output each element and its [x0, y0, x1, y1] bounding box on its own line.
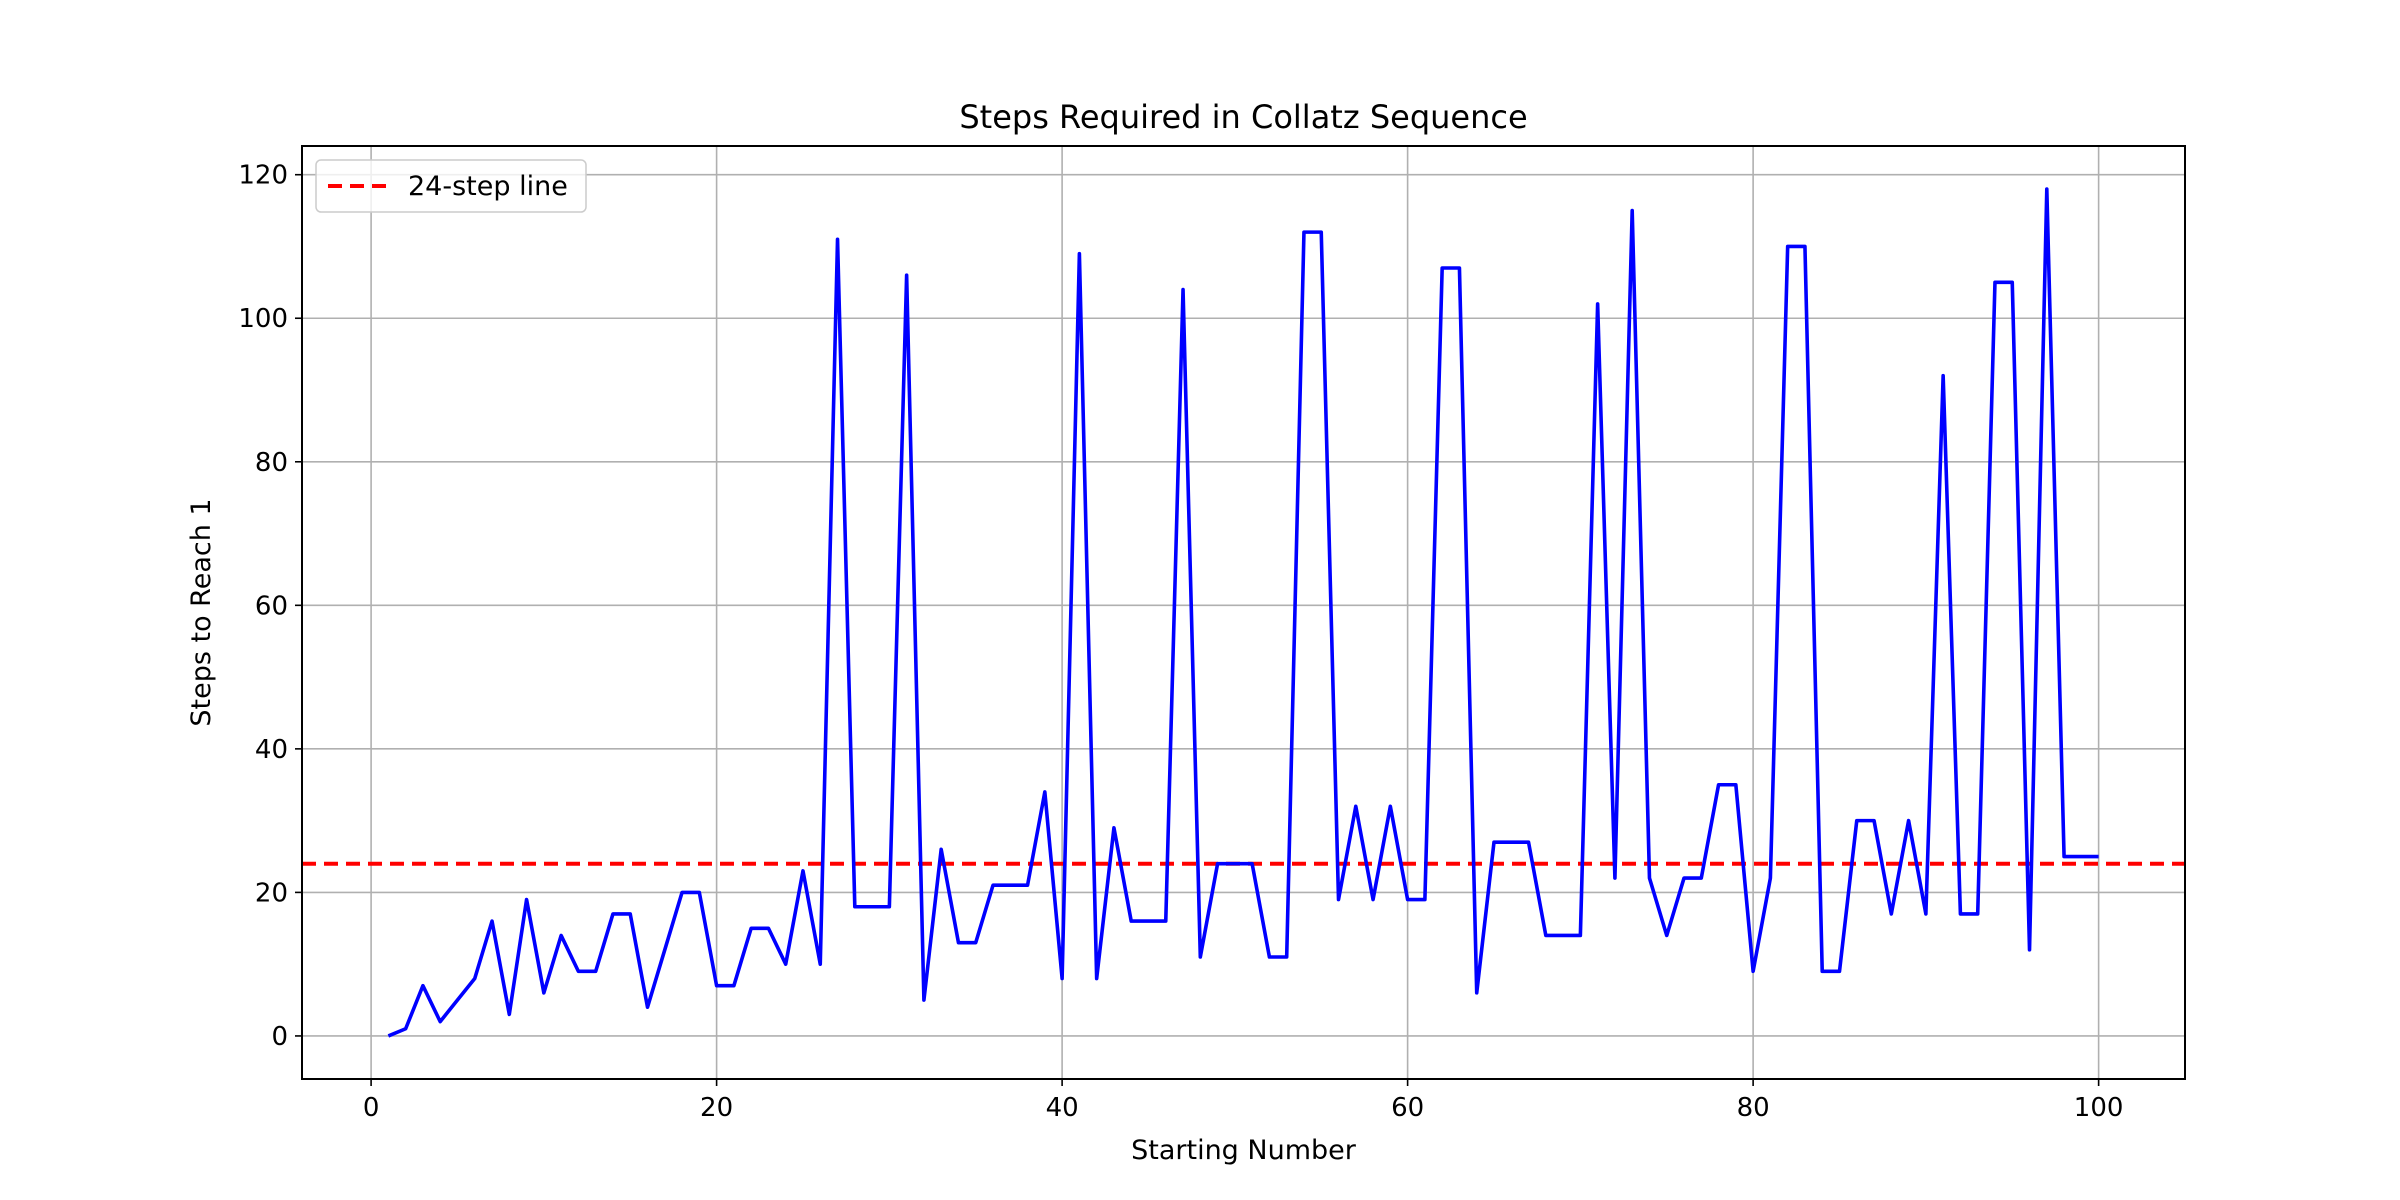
legend-box	[315, 159, 587, 213]
series-layer	[387, 187, 2099, 1038]
x-tick-label: 20	[700, 1093, 733, 1123]
x-axis-ticks: 0 20 40 60 80 100	[363, 1079, 2124, 1123]
x-axis-title: Starting Number	[1131, 1135, 1357, 1166]
series-line-steps	[387, 187, 2099, 1038]
y-tick-label: 20	[255, 878, 288, 908]
x-tick-label: 100	[2074, 1093, 2124, 1123]
x-tick-label: 0	[363, 1093, 380, 1123]
y-axis-ticks: 0 20 40 60 80 100 120	[238, 161, 302, 1052]
x-tick-label: 40	[1046, 1093, 1079, 1123]
chart-title: Steps Required in Collatz Sequence	[959, 98, 1527, 136]
x-tick-label: 60	[1391, 1093, 1424, 1123]
legend: 24-step line	[315, 159, 587, 213]
y-tick-label: 120	[238, 161, 288, 191]
y-tick-label: 100	[238, 304, 288, 334]
y-tick-label: 40	[255, 735, 288, 765]
gridlines	[302, 146, 2185, 1079]
y-tick-label: 60	[255, 591, 288, 621]
plot-frame	[301, 145, 2186, 1080]
y-tick-label: 80	[255, 448, 288, 478]
y-tick-label: 0	[271, 1022, 288, 1052]
y-axis-title: Steps to Reach 1	[186, 498, 217, 726]
x-tick-label: 80	[1737, 1093, 1770, 1123]
legend-label: 24-step line	[408, 171, 568, 202]
